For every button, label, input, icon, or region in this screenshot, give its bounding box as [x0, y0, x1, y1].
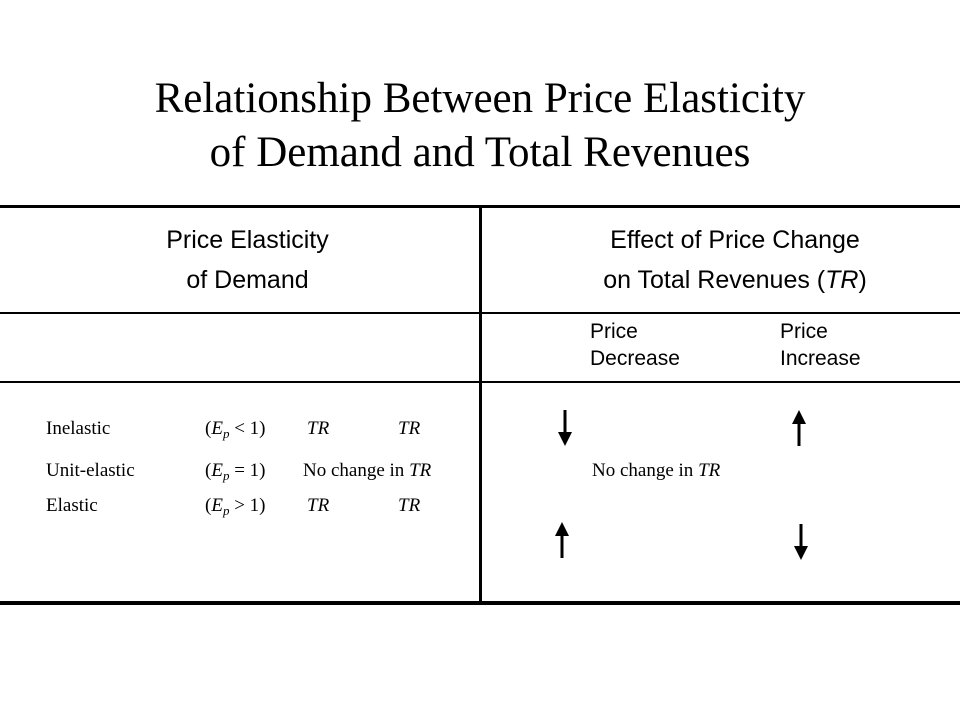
elasticity-open: ( — [205, 495, 212, 516]
header-right-line-1: Effect of Price Change — [610, 226, 860, 254]
title-line-1: Relationship Between Price Elasticity — [154, 75, 806, 122]
header-left-line-2: of Demand — [186, 266, 309, 294]
subheader-price-decrease: Price Decrease — [590, 318, 680, 372]
elasticity-condition: = 1) — [229, 460, 266, 481]
row-col4-elastic: TR — [398, 495, 421, 516]
elasticity-symbol: E — [211, 418, 223, 439]
row-name-inelastic: Inelastic — [46, 418, 111, 439]
title-line-2: of Demand and Total Revenues — [209, 129, 751, 176]
header-right: Effect of Price Change on Total Revenues… — [530, 220, 940, 300]
header-right-italic: TR — [825, 266, 859, 294]
subheader-decrease-line-1: Price — [590, 320, 638, 343]
row-decrease-unit-elastic: No change in TR — [592, 459, 720, 483]
row-col3-unit-elastic: No change in TR — [303, 459, 431, 483]
elasticity-symbol: E — [211, 460, 223, 481]
header-left: Price Elasticity of Demand — [105, 220, 390, 300]
page-title: Relationship Between Price Elasticity of… — [0, 72, 960, 180]
subheader-increase-line-2: Increase — [780, 347, 861, 370]
elasticity-subscript: p — [222, 426, 230, 441]
subheader-price-increase: Price Increase — [780, 318, 861, 372]
elasticity-subscript: p — [222, 468, 230, 483]
elasticity-condition: > 1) — [229, 495, 266, 516]
no-change-prefix: No change in — [592, 460, 699, 481]
elasticity-open: ( — [205, 460, 212, 481]
elasticity-subscript: p — [222, 503, 230, 518]
down-arrow-icon — [558, 410, 572, 446]
header-right-line-2: on Total Revenues (TR) — [530, 260, 940, 300]
row-name-unit-elastic: Unit-elastic — [46, 460, 135, 481]
row-elasticity-elastic: (Ep > 1) — [205, 494, 265, 518]
no-change-tr: TR — [698, 460, 721, 481]
header-right-suffix: ) — [858, 266, 867, 294]
no-change-tr: TR — [409, 460, 432, 481]
elasticity-symbol: E — [211, 495, 223, 516]
subheader-decrease-line-2: Decrease — [590, 347, 680, 370]
elasticity-condition: < 1) — [229, 418, 266, 439]
table-column-divider — [479, 205, 482, 605]
no-change-prefix: No change in — [303, 460, 410, 481]
subheader-increase-line-1: Price — [780, 320, 828, 343]
row-col4-inelastic: TR — [398, 418, 421, 439]
up-arrow-icon — [792, 410, 806, 446]
up-arrow-icon — [555, 522, 569, 558]
row-elasticity-unit-elastic: (Ep = 1) — [205, 459, 265, 483]
row-col3-inelastic: TR — [307, 418, 330, 439]
down-arrow-icon — [794, 524, 808, 560]
row-name-elastic: Elastic — [46, 495, 98, 516]
row-col3-elastic: TR — [307, 495, 330, 516]
header-right-prefix: on Total Revenues ( — [603, 266, 826, 294]
header-left-line-1: Price Elasticity — [166, 226, 329, 254]
row-elasticity-inelastic: (Ep < 1) — [205, 417, 265, 441]
elasticity-open: ( — [205, 418, 212, 439]
